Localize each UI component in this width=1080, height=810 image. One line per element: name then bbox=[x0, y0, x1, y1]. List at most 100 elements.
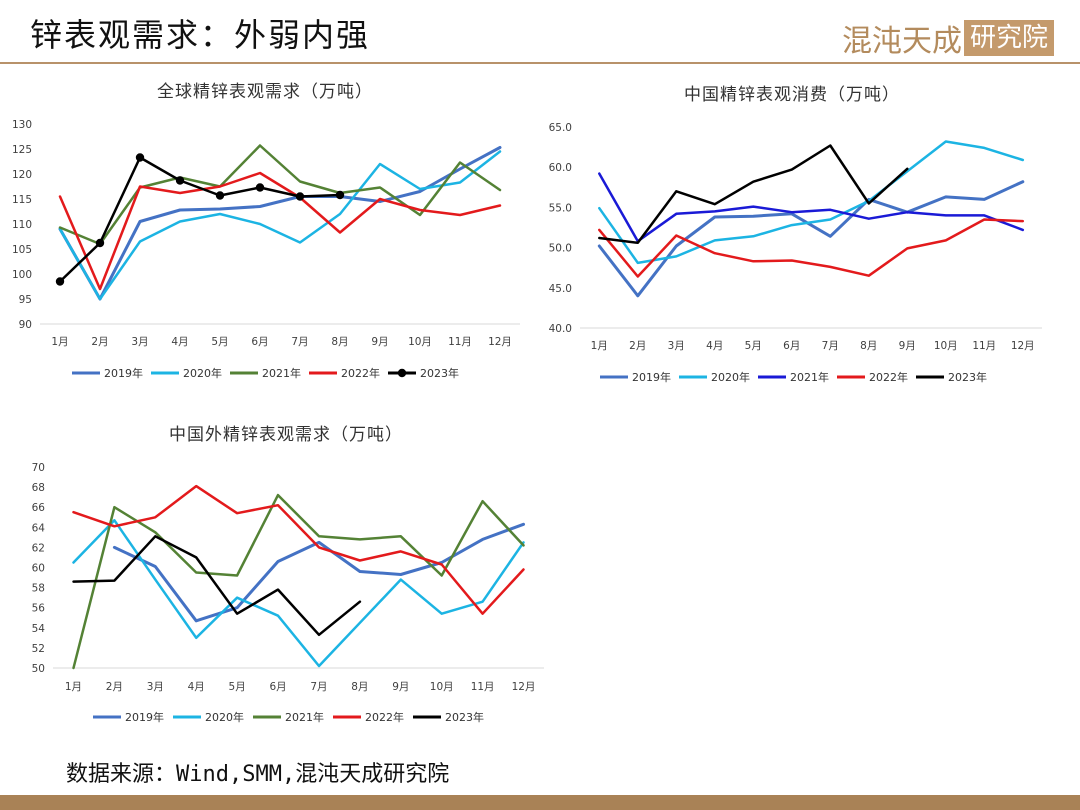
y-tick-label: 58 bbox=[32, 583, 45, 595]
x-tick-label: 5月 bbox=[745, 340, 762, 352]
legend-label: 2021年 bbox=[262, 366, 301, 380]
series-line-2020年 bbox=[58, 150, 502, 301]
series-line-2023年 bbox=[58, 156, 342, 283]
series-line-2023年 bbox=[598, 144, 909, 245]
x-tick-label: 5月 bbox=[211, 336, 228, 348]
x-tick-label: 4月 bbox=[171, 336, 188, 348]
series-line-2023年 bbox=[72, 535, 362, 637]
x-tick-label: 10月 bbox=[934, 340, 958, 352]
x-tick-label: 6月 bbox=[251, 336, 268, 348]
y-tick-label: 68 bbox=[32, 482, 45, 494]
data-point bbox=[95, 238, 105, 248]
data-point bbox=[215, 191, 225, 200]
y-tick-label: 110 bbox=[12, 219, 32, 231]
data-point bbox=[295, 192, 305, 201]
data-source-note: 数据来源：Wind,SMM,混沌天成研究院 bbox=[66, 762, 450, 787]
y-tick-label: 52 bbox=[32, 643, 45, 655]
y-tick-label: 65.0 bbox=[549, 122, 572, 134]
x-tick-label: 10月 bbox=[430, 681, 454, 693]
series-line-2020年 bbox=[598, 140, 1025, 265]
legend-label: 2022年 bbox=[869, 370, 908, 384]
data-point bbox=[175, 176, 185, 185]
x-tick-label: 2月 bbox=[91, 336, 108, 348]
x-tick-label: 8月 bbox=[860, 340, 877, 352]
x-tick-label: 2月 bbox=[106, 681, 123, 693]
x-tick-label: 10月 bbox=[408, 336, 432, 348]
x-tick-label: 3月 bbox=[147, 681, 164, 693]
x-tick-label: 9月 bbox=[392, 681, 409, 693]
y-tick-label: 55.0 bbox=[549, 202, 572, 214]
footer-bar bbox=[0, 795, 1080, 810]
y-tick-label: 130 bbox=[12, 119, 32, 131]
legend-label: 2022年 bbox=[365, 710, 404, 724]
series-line-2019年 bbox=[597, 180, 1025, 298]
y-tick-label: 90 bbox=[19, 319, 32, 331]
x-tick-label: 8月 bbox=[331, 336, 348, 348]
logo-text-secondary: 研究院 bbox=[963, 20, 1054, 56]
y-tick-label: 70 bbox=[32, 462, 45, 474]
x-tick-label: 9月 bbox=[371, 336, 388, 348]
legend-marker bbox=[397, 368, 407, 378]
y-tick-label: 95 bbox=[19, 294, 32, 306]
x-tick-label: 11月 bbox=[448, 336, 472, 348]
data-point bbox=[255, 183, 265, 192]
x-tick-label: 8月 bbox=[351, 681, 368, 693]
y-tick-label: 64 bbox=[32, 522, 46, 534]
header-divider bbox=[0, 62, 1080, 64]
legend-label: 2023年 bbox=[948, 370, 987, 384]
x-tick-label: 7月 bbox=[291, 336, 308, 348]
y-tick-label: 40.0 bbox=[549, 323, 572, 335]
x-tick-label: 7月 bbox=[310, 681, 327, 693]
y-tick-label: 62 bbox=[32, 542, 45, 554]
y-tick-label: 115 bbox=[12, 194, 32, 206]
x-tick-label: 11月 bbox=[972, 340, 996, 352]
series-line-2020年 bbox=[72, 519, 525, 668]
legend-label: 2021年 bbox=[285, 710, 324, 724]
legend-label: 2023年 bbox=[420, 366, 459, 380]
legend-label: 2019年 bbox=[632, 370, 671, 384]
y-tick-label: 60.0 bbox=[549, 162, 572, 174]
x-tick-label: 12月 bbox=[1011, 340, 1035, 352]
x-tick-label: 1月 bbox=[51, 336, 68, 348]
x-tick-label: 5月 bbox=[229, 681, 246, 693]
x-tick-label: 2月 bbox=[629, 340, 646, 352]
data-point bbox=[55, 277, 65, 286]
y-tick-label: 45.0 bbox=[549, 283, 572, 295]
chart-title: 中国外精锌表观需求（万吨） bbox=[169, 425, 403, 445]
page-title: 锌表观需求：外弱内强 bbox=[30, 16, 371, 54]
series-line-2021年 bbox=[72, 493, 525, 670]
y-tick-label: 66 bbox=[32, 502, 46, 514]
x-tick-label: 11月 bbox=[471, 681, 495, 693]
legend-label: 2019年 bbox=[104, 366, 143, 380]
y-tick-label: 54 bbox=[32, 623, 46, 635]
series-line-2021年 bbox=[598, 172, 1025, 243]
chart-title: 中国精锌表观消费（万吨） bbox=[684, 85, 900, 105]
global-demand-chart: 全球精锌表观需求（万吨） 90 95 100 105 110 115 120 125 130 1月 2… bbox=[12, 82, 520, 380]
legend-label: 2020年 bbox=[711, 370, 750, 384]
y-tick-label: 60 bbox=[32, 563, 45, 575]
x-tick-label: 12月 bbox=[512, 681, 536, 693]
y-tick-label: 50.0 bbox=[549, 243, 572, 255]
x-tick-label: 6月 bbox=[269, 681, 286, 693]
x-tick-label: 6月 bbox=[783, 340, 800, 352]
x-tick-label: 9月 bbox=[899, 340, 916, 352]
logo: 混沌天成 研究院 bbox=[842, 16, 1054, 60]
china-consumption-chart: 中国精锌表观消费（万吨） 40.0 45.0 50.0 55.0 60.0 65.0 1月 2月… bbox=[549, 85, 1042, 384]
legend-label: 2020年 bbox=[183, 366, 222, 380]
series-line-2019年 bbox=[112, 522, 525, 623]
logo-text-primary: 混沌天成 bbox=[841, 24, 962, 59]
data-point bbox=[335, 190, 345, 200]
x-tick-label: 3月 bbox=[131, 336, 148, 348]
chart-title: 全球精锌表观需求（万吨） bbox=[157, 82, 373, 102]
x-tick-label: 12月 bbox=[488, 336, 512, 348]
data-point bbox=[135, 153, 145, 162]
series-line-2022年 bbox=[58, 171, 502, 291]
x-tick-label: 4月 bbox=[188, 681, 205, 693]
legend-label: 2023年 bbox=[445, 710, 484, 724]
y-tick-label: 120 bbox=[12, 169, 32, 181]
y-tick-label: 125 bbox=[12, 144, 32, 156]
legend-label: 2020年 bbox=[205, 710, 244, 724]
x-tick-label: 1月 bbox=[591, 340, 608, 352]
series-line-2021年 bbox=[58, 144, 502, 246]
y-tick-label: 56 bbox=[32, 603, 46, 615]
